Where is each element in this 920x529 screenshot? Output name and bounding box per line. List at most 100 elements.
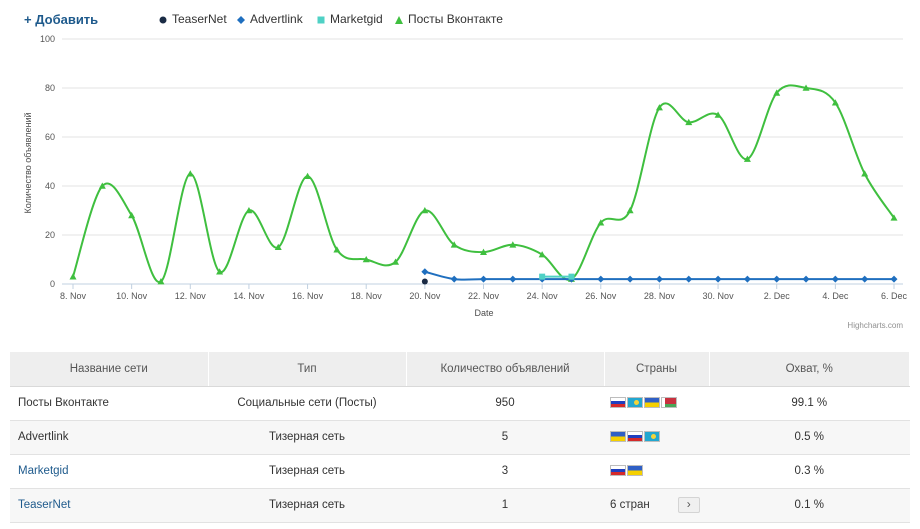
network-name: Посты Вконтакте (18, 397, 109, 409)
data-point[interactable] (597, 219, 605, 226)
data-point[interactable] (861, 275, 869, 283)
data-point[interactable] (274, 243, 282, 251)
data-point[interactable] (773, 275, 781, 283)
legend-label: TeaserNet (172, 12, 227, 26)
cell-countries (604, 454, 709, 489)
y-axis: 0 20 40 60 80 100 (40, 34, 55, 289)
data-point[interactable] (831, 99, 839, 106)
top-bar: + Добавить TeaserNet Advertlink Marketgi… (0, 0, 920, 36)
data-point[interactable] (743, 155, 751, 162)
cell-reach: 99.1 % (709, 386, 910, 421)
data-point[interactable] (421, 268, 429, 276)
cell-type: Тизерная сеть (208, 454, 406, 489)
data-point[interactable] (186, 170, 194, 177)
col-header-reach[interactable]: Охват, % (709, 352, 910, 387)
highcharts-credit[interactable]: Highcharts.com (847, 321, 903, 330)
add-button[interactable]: + Добавить (24, 12, 99, 27)
cell-reach: 0.5 % (709, 420, 910, 455)
cell-countries (604, 386, 709, 421)
x-tick-label: 28. Nov (644, 291, 676, 301)
data-point[interactable] (831, 275, 839, 283)
col-header-name[interactable]: Название сети (10, 352, 209, 387)
data-point[interactable] (333, 246, 341, 253)
y-tick-label: 20 (45, 230, 55, 240)
diamond-marker-icon (237, 15, 245, 24)
data-point[interactable] (216, 268, 224, 275)
col-header-count[interactable]: Количество объявлений (406, 352, 605, 387)
series-marketgid (539, 273, 575, 280)
cell-name: Advertlink (10, 420, 208, 455)
flag-ua-icon (610, 431, 626, 443)
flag-ua-icon (644, 397, 660, 409)
col-header-type[interactable]: Тип (208, 352, 407, 387)
network-name-link[interactable]: Marketgid (18, 465, 69, 477)
data-point[interactable] (890, 214, 898, 221)
network-name-link[interactable]: TeaserNet (18, 499, 71, 511)
x-tick-label: 8. Nov (60, 291, 87, 301)
x-tick-label: 10. Nov (116, 291, 148, 301)
data-point[interactable] (773, 89, 781, 96)
data-point[interactable] (626, 207, 634, 214)
data-point[interactable] (245, 207, 253, 214)
data-point[interactable] (714, 111, 722, 118)
data-point[interactable] (802, 275, 810, 283)
legend-item-marketgid[interactable]: Marketgid (316, 12, 383, 26)
legend-item-advertlink[interactable]: Advertlink (236, 12, 303, 26)
y-tick-label: 100 (40, 34, 55, 44)
cell-count: 950 (406, 386, 604, 421)
data-point[interactable] (685, 275, 693, 283)
data-point[interactable] (597, 275, 605, 283)
data-point[interactable] (421, 207, 429, 214)
data-point[interactable] (362, 256, 370, 263)
data-point[interactable] (626, 275, 634, 283)
x-axis: 8. Nov 10. Nov 12. Nov 14. Nov 16. Nov 18. No… (60, 284, 908, 301)
legend-item-vk-posts[interactable]: Посты Вконтакте (394, 12, 503, 26)
data-point[interactable] (655, 104, 663, 111)
expand-countries-button[interactable]: › (677, 497, 700, 513)
cell-name: Посты Вконтакте (10, 386, 208, 421)
data-point[interactable] (539, 273, 546, 280)
x-axis-title: Date (474, 308, 493, 318)
data-point[interactable] (890, 275, 898, 283)
data-point[interactable] (450, 241, 458, 248)
data-point[interactable] (98, 182, 106, 189)
data-point[interactable] (655, 275, 663, 283)
data-point[interactable] (128, 211, 136, 219)
data-point[interactable] (685, 118, 693, 126)
line-chart: 0 20 40 60 80 100 8. Nov 10. Nov 12. Nov 14. Nov… (23, 34, 908, 330)
flag-ua-icon (627, 465, 643, 477)
data-point[interactable] (538, 251, 546, 258)
data-point[interactable] (861, 170, 869, 177)
data-point[interactable] (69, 273, 77, 280)
col-header-countries[interactable]: Страны (604, 352, 710, 387)
data-point[interactable] (421, 278, 428, 285)
cell-type: Тизерная сеть (208, 488, 406, 523)
data-point[interactable] (480, 275, 487, 283)
y-tick-label: 0 (50, 279, 55, 289)
data-point[interactable] (714, 275, 722, 283)
data-point[interactable] (450, 275, 458, 283)
table-row: Посты Вконтакте Социальные сети (Посты) 95… (10, 386, 910, 421)
data-point[interactable] (743, 275, 751, 283)
data-point[interactable] (392, 258, 400, 265)
legend-item-teasernet[interactable]: TeaserNet (158, 12, 227, 26)
square-marker-icon (317, 16, 325, 24)
cell-reach: 0.1 % (709, 488, 910, 523)
cell-name: Marketgid (10, 454, 208, 489)
cell-count: 5 (406, 420, 604, 455)
x-tick-label: 2. Dec (764, 291, 791, 301)
data-point[interactable] (480, 248, 487, 255)
data-point[interactable] (157, 278, 165, 285)
circle-marker-icon (159, 16, 167, 24)
x-tick-label: 18. Nov (351, 291, 383, 301)
x-tick-label: 24. Nov (527, 291, 559, 301)
data-point[interactable] (509, 241, 517, 248)
data-point[interactable] (802, 84, 810, 91)
data-point[interactable] (304, 172, 312, 179)
table-header-row: Название сети Тип Количество объявлений … (10, 352, 910, 387)
table-row: Advertlink Тизерная сеть 5 0.5 % (10, 420, 910, 455)
data-point[interactable] (509, 275, 517, 283)
x-tick-label: 30. Nov (703, 291, 735, 301)
data-point[interactable] (568, 273, 575, 280)
cell-countries: 6 стран › (604, 488, 709, 523)
